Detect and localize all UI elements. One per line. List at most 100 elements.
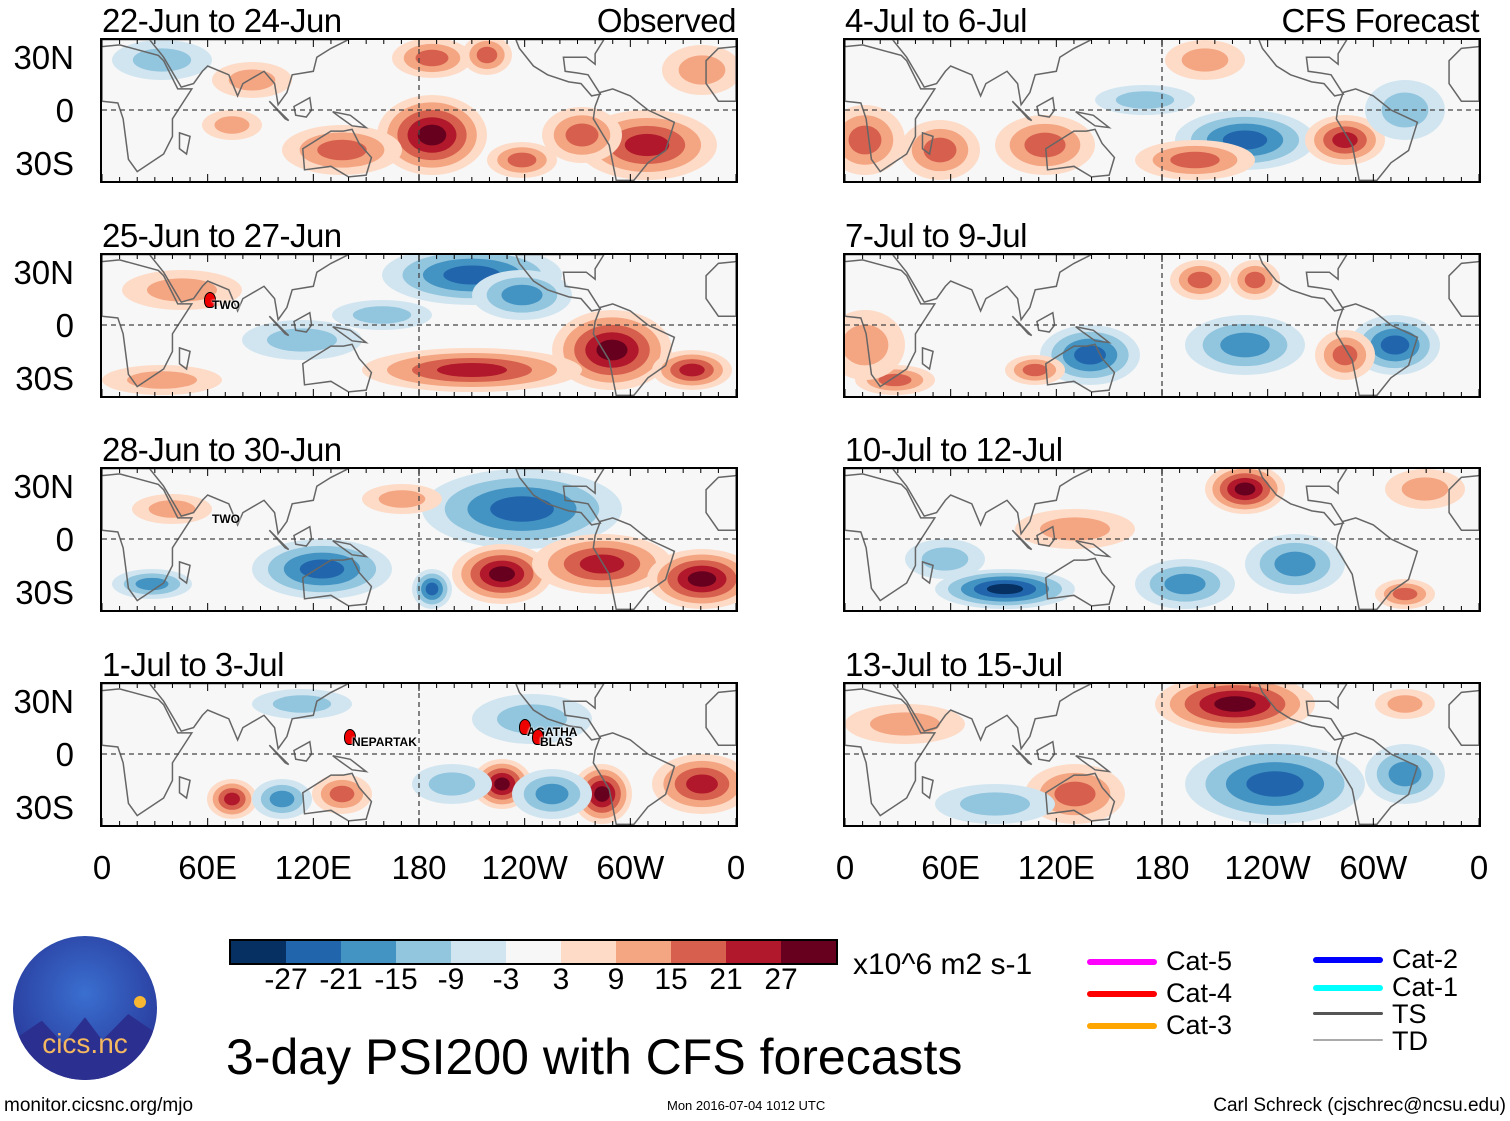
coastline bbox=[178, 775, 191, 800]
contour-fill bbox=[148, 500, 196, 518]
contour-fill bbox=[127, 371, 197, 389]
legend-label: Cat-2 bbox=[1392, 944, 1459, 974]
panel-title: 22-Jun to 24-Jun bbox=[102, 2, 342, 39]
contour-fill bbox=[428, 772, 476, 796]
contour-fill bbox=[923, 137, 957, 163]
panel-title: 13-Jul to 15-Jul bbox=[845, 646, 1063, 683]
coastline bbox=[921, 131, 934, 156]
contour-fill bbox=[497, 704, 567, 734]
coastline bbox=[705, 474, 736, 531]
coastline bbox=[102, 684, 349, 751]
lat-label: 0 bbox=[55, 92, 74, 129]
coastline bbox=[705, 260, 736, 317]
lon-label: 60W bbox=[1339, 849, 1408, 886]
contour-fill bbox=[415, 49, 449, 67]
coastline bbox=[592, 517, 676, 610]
cics-logo: cics.nc bbox=[13, 936, 157, 1080]
footer-url: monitor.cicsnc.org/mjo bbox=[4, 1095, 194, 1116]
contour-fill bbox=[848, 125, 882, 155]
coastline bbox=[1258, 469, 1348, 526]
contour-fill bbox=[214, 116, 250, 134]
contour-fill bbox=[329, 785, 355, 803]
coastline bbox=[1448, 260, 1479, 317]
coastline bbox=[845, 473, 937, 602]
coastline bbox=[268, 100, 290, 122]
lon-label: 120E bbox=[274, 849, 352, 886]
contour-fill bbox=[1234, 482, 1256, 496]
map-panel-5 bbox=[843, 38, 1481, 183]
contour-fill bbox=[1170, 151, 1220, 169]
contour-fill bbox=[1380, 335, 1410, 355]
contour-fill bbox=[417, 124, 447, 146]
coastline bbox=[1044, 557, 1116, 607]
colorbar-units: x10^6 m2 s-1 bbox=[853, 948, 1033, 981]
coastline bbox=[102, 40, 349, 107]
contour-fill bbox=[425, 582, 439, 596]
psi200-field bbox=[102, 40, 736, 181]
contour-fill bbox=[228, 69, 276, 91]
coastline bbox=[293, 311, 313, 333]
coastline bbox=[1448, 689, 1479, 746]
coastline bbox=[301, 343, 373, 393]
coastline bbox=[1335, 732, 1419, 825]
lat-label: 0 bbox=[55, 521, 74, 558]
coastline bbox=[293, 740, 313, 762]
coastline bbox=[515, 684, 605, 741]
logo-text: cics.nc bbox=[42, 1028, 128, 1059]
coastline bbox=[515, 255, 605, 312]
coastline bbox=[515, 40, 605, 97]
coastline bbox=[301, 128, 373, 178]
sun-icon bbox=[134, 996, 146, 1008]
coastline bbox=[1036, 311, 1056, 333]
contour-fill bbox=[921, 547, 969, 571]
coastline bbox=[102, 473, 194, 602]
footer-timestamp: Mon 2016-07-04 1012 UTC bbox=[667, 1098, 826, 1113]
psi200-field bbox=[102, 684, 736, 825]
coastline bbox=[1036, 525, 1056, 547]
panel-column-label: Observed bbox=[596, 2, 737, 39]
storm-name-label: BLAS bbox=[540, 735, 573, 749]
contour-fill bbox=[565, 123, 599, 147]
contour-fill bbox=[437, 363, 507, 377]
colorbar-tick-label: 27 bbox=[764, 963, 798, 996]
psi200-field bbox=[845, 684, 1479, 825]
colorbar-tick-label: -15 bbox=[374, 963, 418, 996]
colorbar-tick-label: 3 bbox=[552, 963, 570, 996]
map-panel-2 bbox=[100, 253, 738, 398]
contour-fill bbox=[579, 554, 625, 574]
coastline bbox=[268, 315, 290, 337]
contour-fill bbox=[1401, 477, 1449, 501]
lat-label: 0 bbox=[55, 736, 74, 773]
contour-fill bbox=[135, 577, 169, 591]
coastline bbox=[268, 744, 290, 766]
lon-label: 120W bbox=[481, 849, 568, 886]
coastline bbox=[921, 346, 934, 371]
psi200-field bbox=[845, 40, 1479, 181]
contour-fill bbox=[624, 133, 670, 157]
legend-label: TS bbox=[1392, 999, 1427, 1029]
contour-fill bbox=[686, 774, 718, 794]
coastline bbox=[1335, 303, 1419, 396]
coastline bbox=[1258, 255, 1348, 312]
coastline bbox=[332, 326, 369, 344]
colorbar-tick-label: -9 bbox=[437, 963, 465, 996]
colorbar bbox=[229, 939, 838, 965]
colorbar-swatch bbox=[341, 941, 396, 963]
coastline bbox=[1075, 540, 1112, 558]
coastline bbox=[1448, 45, 1479, 102]
contour-fill bbox=[594, 786, 610, 802]
coastline bbox=[102, 259, 194, 388]
coastline bbox=[592, 88, 676, 181]
coastline bbox=[845, 259, 937, 388]
coastline bbox=[921, 775, 934, 800]
panel-title: 10-Jul to 12-Jul bbox=[845, 431, 1063, 468]
psi200-field bbox=[102, 255, 736, 396]
coastline bbox=[1075, 111, 1112, 129]
map-panel-6 bbox=[843, 253, 1481, 398]
contour-fill bbox=[1214, 696, 1256, 712]
colorbar-tick-label: -21 bbox=[319, 963, 363, 996]
coastline bbox=[178, 131, 191, 156]
legend-line bbox=[1313, 957, 1383, 963]
storm-track-marker bbox=[204, 292, 216, 308]
